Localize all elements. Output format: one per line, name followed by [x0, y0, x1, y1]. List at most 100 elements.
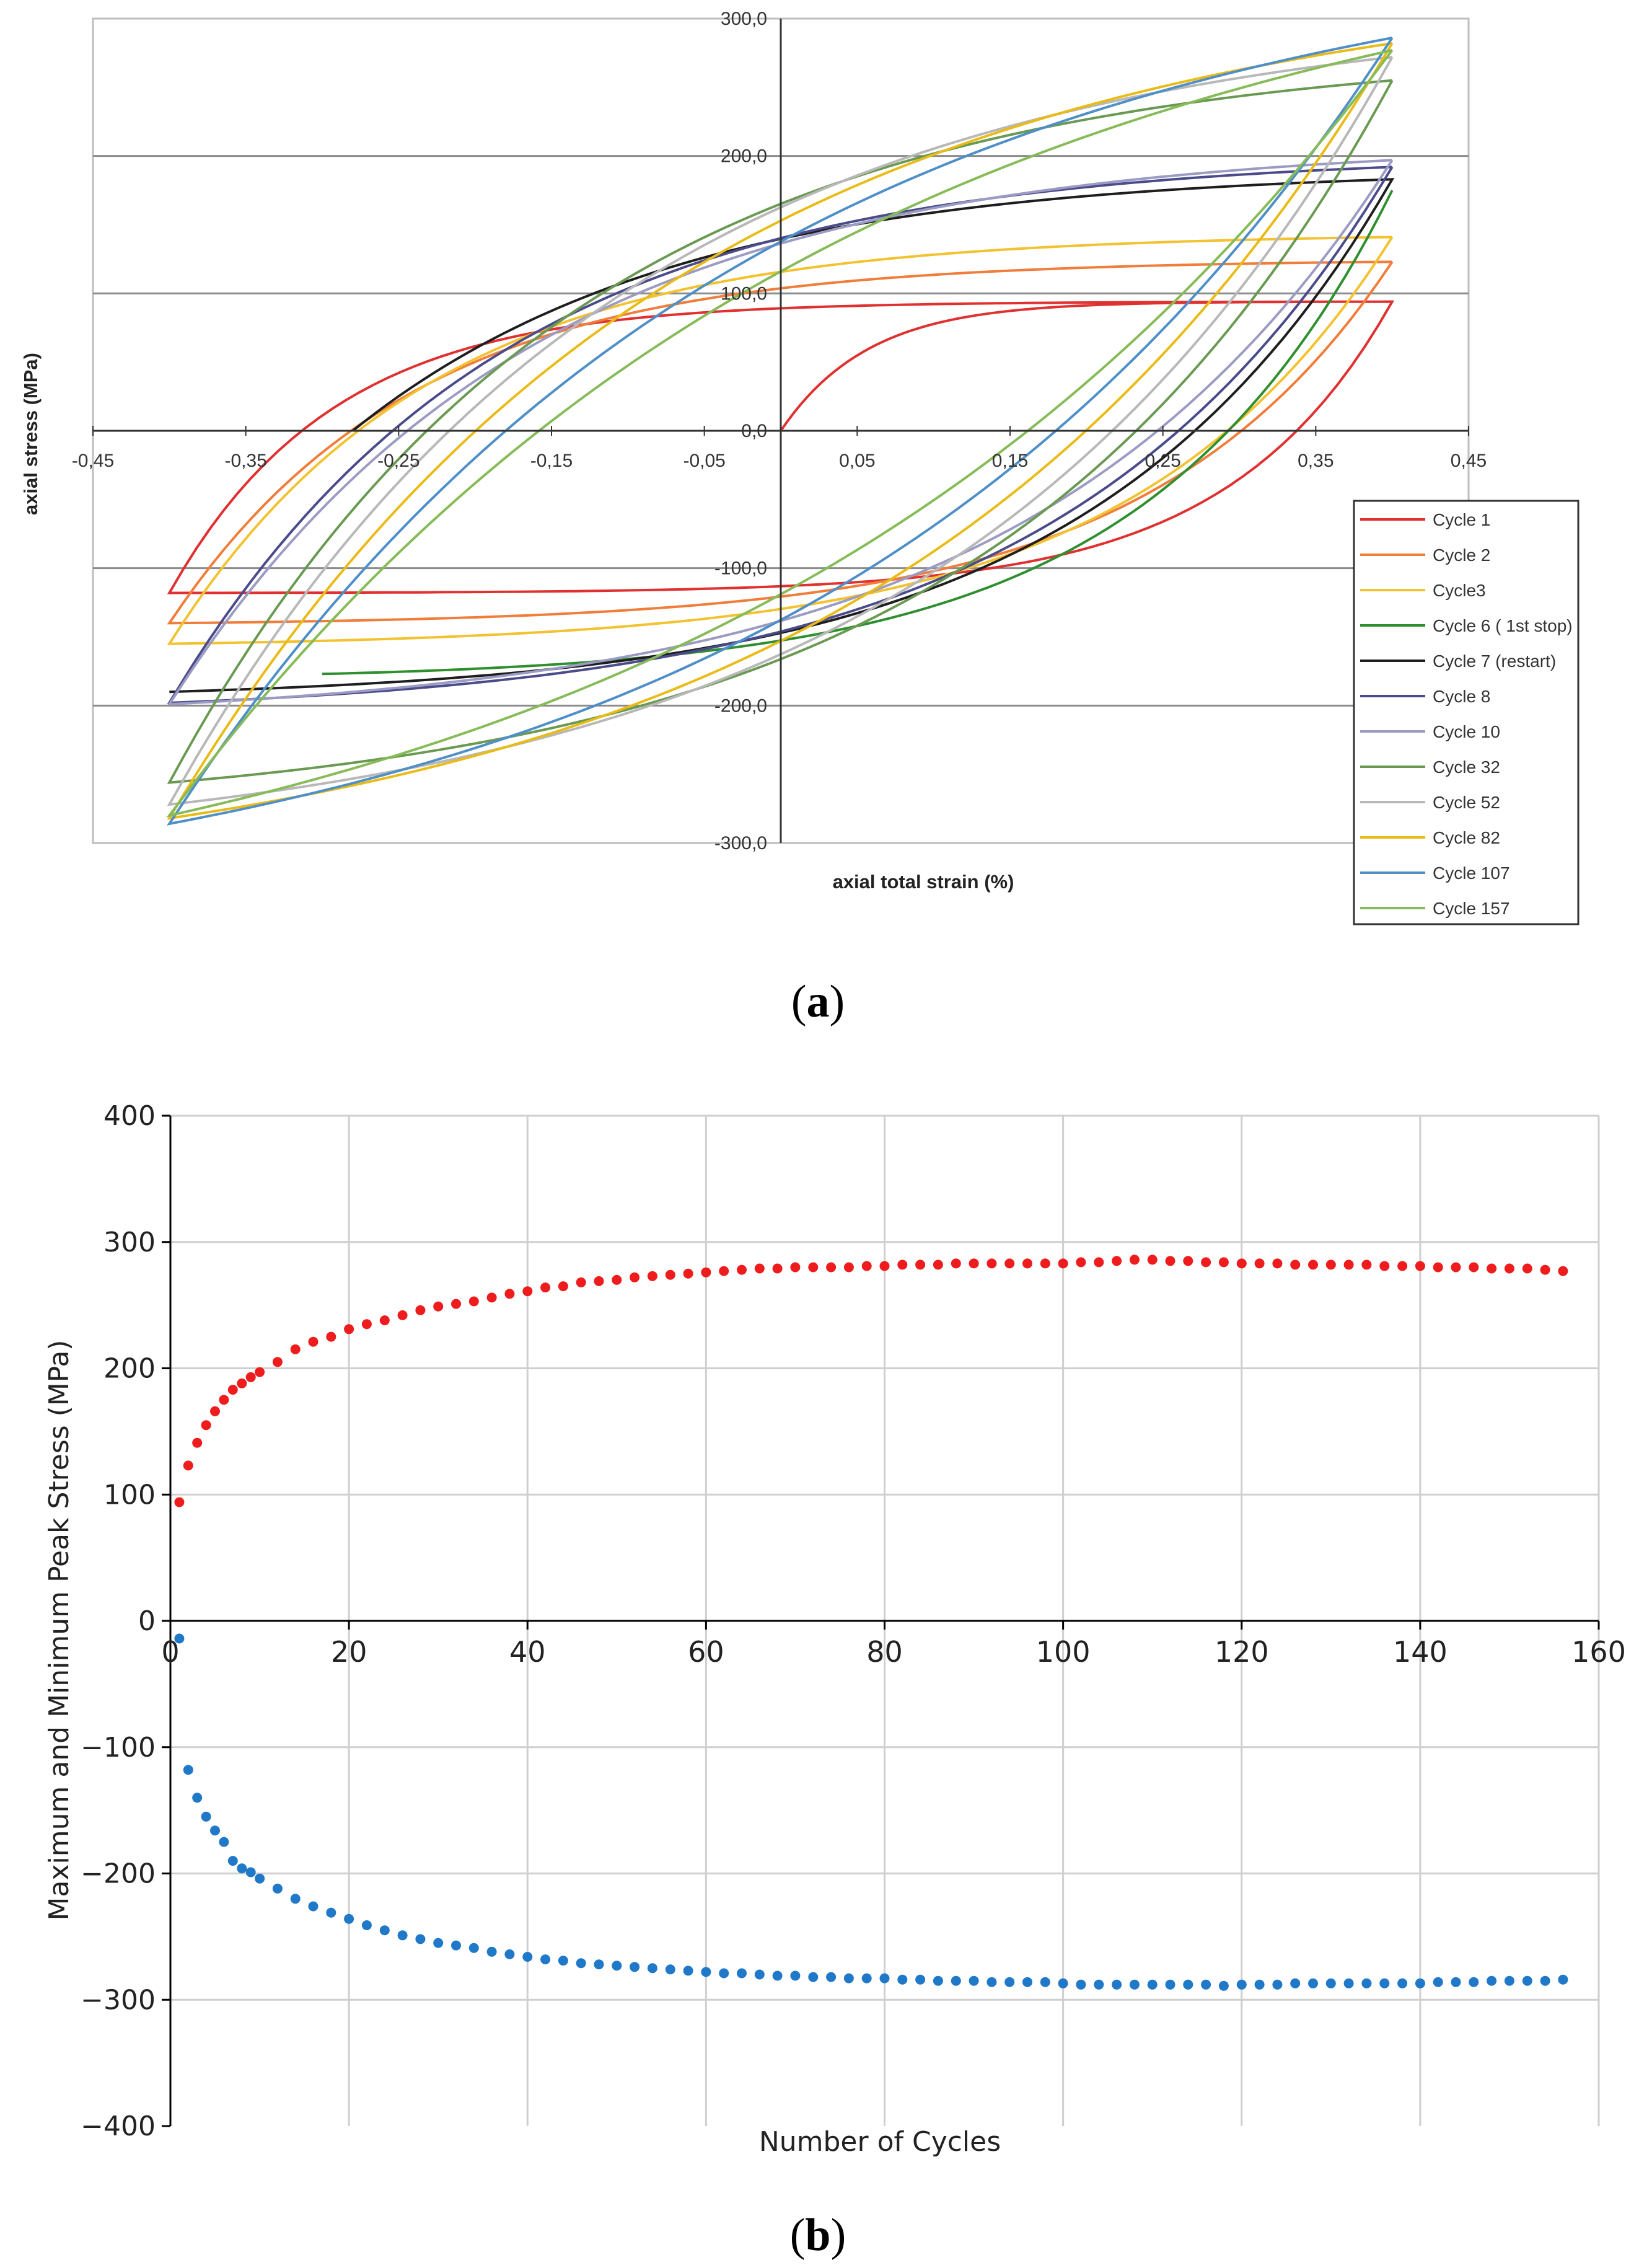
panel-b-y-tick-label: −100 [81, 1732, 156, 1763]
panel-b-data-point [737, 1264, 747, 1275]
panel-a-legend-label: Cycle 1 [1433, 510, 1490, 529]
panel-b-y-tick-label: 200 [103, 1353, 156, 1385]
panel-b-data-point [308, 1901, 319, 1912]
panel-b-data-point [1040, 1977, 1050, 1987]
panel-b-data-point [1343, 1978, 1354, 1988]
panel-a-series-curve [167, 42, 1394, 820]
panel-b-data-point [1112, 1979, 1122, 1990]
panel-b-data-point [433, 1301, 444, 1312]
panel-b-data-point [1183, 1256, 1193, 1266]
panel-b-data-point [647, 1271, 657, 1281]
panel-b-data-point [1469, 1977, 1479, 1987]
panel-b-data-point [1522, 1263, 1532, 1274]
panel-a-x-tick-label: -0,45 [72, 451, 114, 471]
panel-a-legend-label: Cycle3 [1433, 581, 1486, 600]
panel-b-data-point [540, 1282, 551, 1293]
panel-b-data-point [612, 1274, 622, 1285]
panel-b-data-point [468, 1296, 479, 1307]
panel-b-data-point [1272, 1979, 1283, 1990]
panel-b-x-tick-label: 120 [1215, 1635, 1269, 1669]
panel-b-y-tick-label: −200 [81, 1858, 156, 1890]
panel-b-data-point [790, 1262, 801, 1273]
panel-b-data-point [1415, 1261, 1425, 1271]
panel-b-data-point [1469, 1262, 1479, 1273]
panel-b-data-point [344, 1324, 354, 1335]
panel-b-data-point [201, 1420, 211, 1431]
panel-b-data-point [951, 1975, 961, 1986]
panel-b-data-point [897, 1974, 908, 1985]
panel-a-x-tick-label: -0,35 [224, 451, 266, 471]
panel-b-data-point [754, 1969, 765, 1980]
panel-b-data-point [1147, 1979, 1158, 1990]
panel-b-data-point [1433, 1977, 1443, 1987]
panel-b-data-point [1218, 1257, 1229, 1268]
panel-b-caption: (b) [790, 2210, 846, 2261]
panel-b-data-point [1558, 1974, 1568, 1985]
panel-a-series-curve [167, 56, 1394, 806]
panel-b-data-point [1522, 1975, 1532, 1986]
panel-b-data-point [558, 1281, 568, 1292]
panel-b-data-point [594, 1959, 604, 1970]
panel-a-legend-box [1353, 500, 1580, 925]
panel-b-data-point [843, 1973, 854, 1983]
panel-b-data-point [594, 1276, 604, 1286]
panel-b-data-point [1451, 1977, 1461, 1987]
panel-b-data-point [1236, 1979, 1247, 1990]
panel-b-x-tick-label: 80 [866, 1635, 903, 1669]
panel-b-data-point [808, 1262, 819, 1273]
panel-a-legend-label: Cycle 7 (restart) [1433, 651, 1556, 671]
panel-b-data-point [1290, 1260, 1301, 1270]
panel-b-data-point [344, 1913, 354, 1924]
panel-b-data-point [326, 1331, 336, 1342]
panel-b-data-point [861, 1973, 872, 1983]
panel-b-data-point [468, 1943, 479, 1953]
panel-b-data-point [826, 1972, 837, 1982]
panel-b-data-point [1094, 1257, 1104, 1268]
panel-b-data-point [237, 1863, 247, 1874]
panel-b-data-point [1308, 1260, 1318, 1270]
panel-a-legend-label: Cycle 52 [1433, 793, 1500, 812]
panel-a-legend-label: Cycle 10 [1433, 722, 1500, 741]
panel-b-data-point [1058, 1978, 1068, 1988]
panel-b-x-tick-label: 20 [331, 1635, 367, 1669]
panel-b-x-tick-label: 160 [1571, 1635, 1626, 1669]
panel-b-data-point [1361, 1978, 1372, 1988]
panel-a-series-curve [167, 79, 1394, 784]
panel-b-data-point [1254, 1979, 1265, 1990]
panel-b-data-point [1540, 1264, 1550, 1275]
panel-b-data-point [255, 1873, 265, 1884]
panel-a-chart: -0,45 -0,35 -0,25 -0,15 -0,05 0,05 0,15 0,25 0,3… [20, 9, 1580, 1027]
panel-b-data-point [879, 1261, 890, 1271]
panel-b-data-point [1415, 1978, 1425, 1988]
panel-b-data-point [1504, 1263, 1514, 1274]
panel-a-x-tick-label: -0,15 [530, 451, 573, 471]
panel-b-data-point [227, 1385, 238, 1395]
panel-a-series-curve [166, 49, 1394, 818]
panel-b-data-point [210, 1825, 220, 1836]
panel-a-legend-label: Cycle 107 [1433, 863, 1510, 883]
panel-a-x-tick-label: 0,05 [839, 451, 875, 471]
panel-b-data-point [183, 1765, 193, 1775]
panel-a-legend-label: Cycle 157 [1433, 899, 1510, 918]
panel-a-x-axis-label: axial total strain (%) [833, 871, 1014, 893]
panel-b-data-point [192, 1437, 203, 1448]
panel-b-data-point [1218, 1980, 1229, 1991]
panel-a-legend-label: Cycle 2 [1433, 545, 1490, 565]
panel-a-y-tick-label: 300,0 [721, 9, 767, 29]
panel-b-data-point [1361, 1260, 1372, 1270]
panel-b-data-point [174, 1497, 185, 1507]
panel-b-data-point [1487, 1975, 1497, 1986]
panel-b-data-point [504, 1289, 515, 1299]
panel-b-data-point [558, 1956, 568, 1966]
panel-b-data-point [1076, 1979, 1086, 1990]
panel-b-data-point [665, 1269, 675, 1280]
panel-b-data-point [219, 1837, 229, 1847]
panel-b-data-point [986, 1258, 997, 1269]
panel-b-data-point [1379, 1978, 1390, 1988]
panel-b-data-point [227, 1856, 238, 1866]
panel-b-data-point [1022, 1258, 1032, 1269]
panel-b-x-tick-label: 140 [1393, 1635, 1448, 1669]
panel-a-x-tick-label: -0,05 [683, 451, 725, 471]
panel-b-data-point [701, 1967, 711, 1977]
panel-b-data-point [361, 1920, 372, 1930]
